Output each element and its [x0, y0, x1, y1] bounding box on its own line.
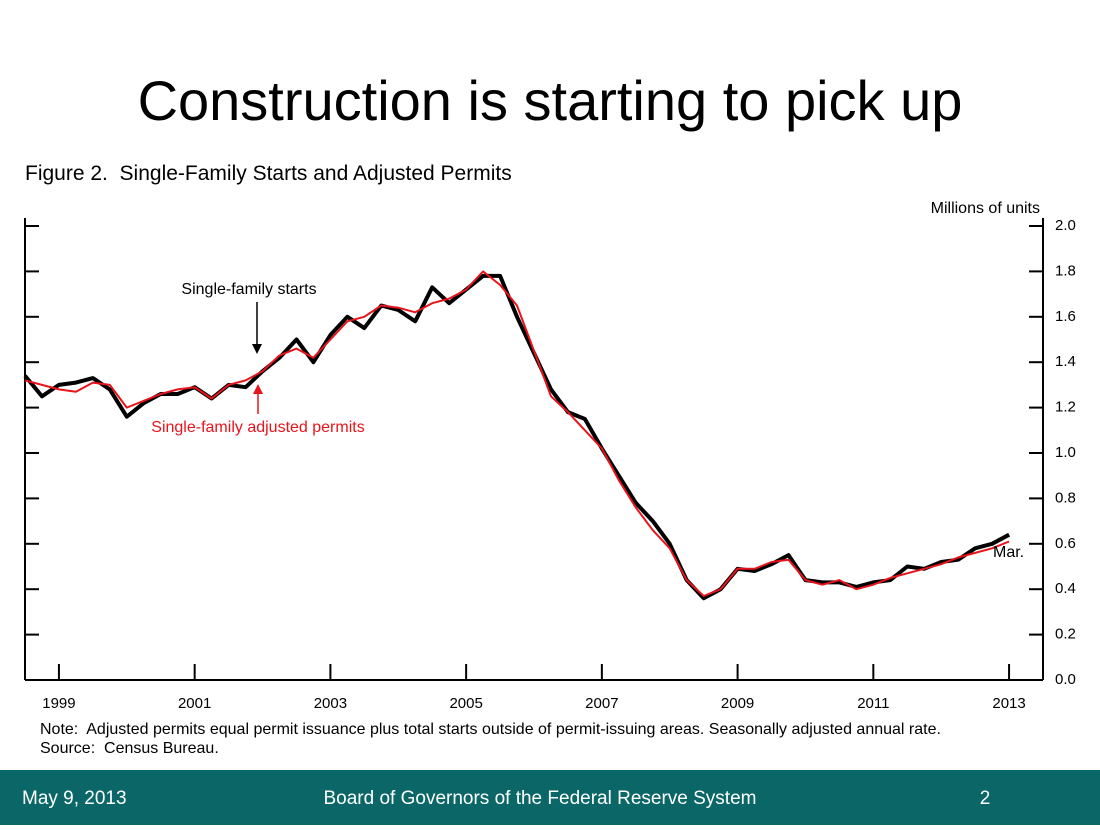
y-tick-label: 1.6 [1055, 308, 1076, 325]
footer-bar [0, 770, 1100, 825]
x-tick-label: 2011 [857, 695, 889, 712]
slide-title: Construction is starting to pick up [138, 69, 963, 132]
y-tick-label: 0.4 [1055, 580, 1076, 597]
series-line [24, 270, 1010, 597]
x-tick-label: 2007 [585, 695, 618, 712]
x-tick-label: 2001 [178, 695, 211, 712]
y-tick-label: 0.0 [1055, 671, 1076, 688]
annotation-starts: Single-family starts [181, 281, 316, 298]
arrowhead-starts [252, 344, 262, 354]
y-tick-label: 1.4 [1055, 353, 1076, 370]
y-tick-label: 2.0 [1055, 217, 1076, 234]
y-tick-label: 0.8 [1055, 489, 1076, 506]
y-tick-label: 0.2 [1055, 626, 1076, 643]
annotation-end: Mar. [993, 544, 1024, 561]
x-tick-label: 2009 [721, 695, 754, 712]
figure-title: Figure 2. Single-Family Starts and Adjus… [25, 162, 512, 185]
footer-org: Board of Governors of the Federal Reserv… [324, 788, 757, 809]
footer-date: May 9, 2013 [22, 788, 127, 809]
page-number: 2 [980, 788, 991, 809]
y-tick-label: 0.6 [1055, 535, 1076, 552]
x-tick-label: 2005 [449, 695, 482, 712]
series-line [23, 273, 1011, 601]
x-tick-label: 1999 [42, 695, 75, 712]
plot: 0.0 0.2 0.4 0.6 0.8 1.0 1.2 1.4 1.6 1.8 2.0 1999 200… [23, 217, 1076, 712]
y-axis-label: Millions of units [931, 200, 1040, 217]
y-tick-label: 1.8 [1055, 262, 1076, 279]
annotation-permits: Single-family adjusted permits [151, 419, 364, 436]
y-tick-label: 1.0 [1055, 444, 1076, 461]
x-tick-label: 2003 [314, 695, 347, 712]
arrowhead-permits [253, 384, 263, 394]
y-tick-label: 1.2 [1055, 399, 1076, 416]
x-tick-label: 2013 [992, 695, 1025, 712]
note: Note: Adjusted permits equal permit issu… [40, 721, 941, 738]
source: Source: Census Bureau. [40, 740, 219, 757]
